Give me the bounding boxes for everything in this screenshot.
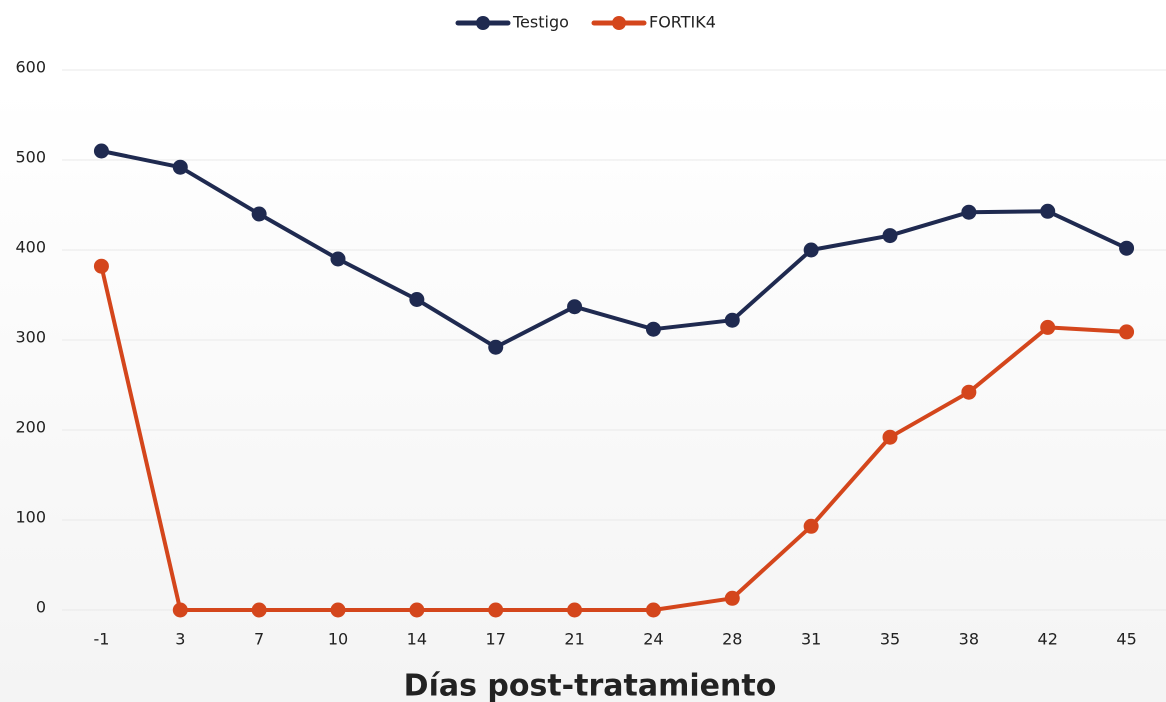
x-tick-label: 14 (407, 630, 427, 649)
data-point (251, 206, 267, 222)
data-point (172, 159, 188, 175)
data-point (409, 292, 425, 307)
data-point (409, 602, 425, 618)
x-tick-label: 21 (564, 630, 584, 649)
data-point (724, 312, 740, 328)
data-point (724, 590, 740, 606)
data-point (803, 242, 819, 258)
x-tick-label: 38 (959, 630, 979, 649)
y-tick-label: 200 (15, 418, 46, 437)
x-tick-label: 7 (254, 630, 264, 649)
x-tick-label: 28 (722, 630, 742, 649)
series-line (101, 149, 1128, 350)
x-tick-label: 45 (1116, 630, 1136, 649)
x-tick-label: -1 (93, 630, 109, 649)
x-axis-title: Días post-tratamiento (404, 669, 777, 702)
data-point (488, 602, 504, 618)
data-point (1040, 203, 1056, 219)
legend-marker (612, 16, 626, 30)
x-tick-label: 10 (328, 630, 348, 649)
y-tick-label: 500 (15, 148, 46, 167)
legend-marker (476, 16, 490, 30)
x-tick-label: 35 (880, 630, 900, 649)
x-tick-label: 24 (643, 630, 663, 649)
y-tick-label: 600 (15, 58, 46, 77)
data-point (567, 299, 583, 315)
data-point (1040, 319, 1056, 335)
x-tick-label: 17 (486, 630, 506, 649)
x-tick-label: 42 (1038, 630, 1058, 649)
data-point (488, 339, 504, 355)
y-tick-label: 0 (36, 598, 46, 617)
data-point (645, 602, 661, 618)
data-point (1119, 324, 1135, 340)
legend-label: FORTIK4 (649, 13, 716, 32)
series-line (99, 265, 1127, 612)
data-point (330, 251, 346, 267)
y-tick-label: 100 (15, 508, 46, 527)
data-point (961, 384, 977, 400)
data-point (330, 602, 346, 618)
x-tick-label: 31 (801, 630, 821, 649)
y-tick-label: 300 (15, 328, 46, 347)
y-tick-label: 400 (15, 238, 46, 257)
data-point (961, 204, 977, 220)
data-point (251, 602, 267, 618)
data-point (882, 429, 898, 445)
data-point (882, 228, 898, 244)
data-point (1119, 240, 1135, 256)
data-point (93, 143, 109, 159)
data-point (645, 321, 661, 337)
legend-label: Testigo (512, 13, 569, 32)
data-point (172, 602, 188, 618)
data-point (567, 602, 583, 618)
data-point (93, 258, 109, 274)
x-tick-label: 3 (175, 630, 185, 649)
data-point (803, 518, 819, 534)
